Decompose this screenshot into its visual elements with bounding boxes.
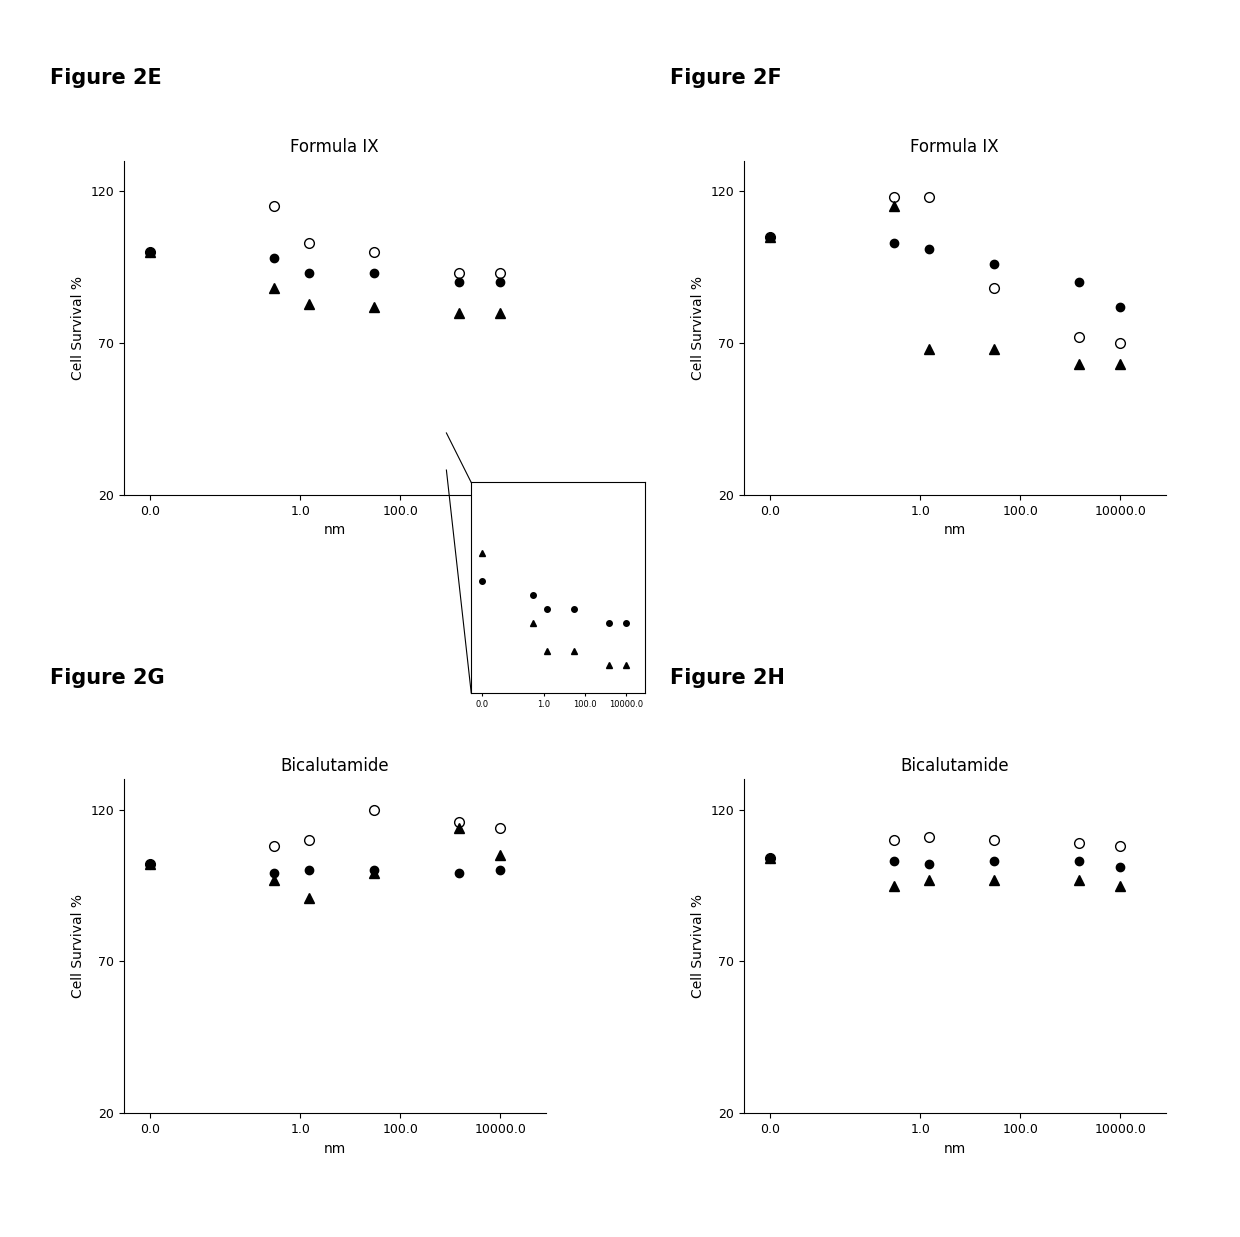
Text: Figure 2F: Figure 2F (670, 68, 781, 88)
Y-axis label: Cell Survival %: Cell Survival % (691, 276, 706, 380)
X-axis label: nm: nm (944, 523, 966, 537)
Y-axis label: Cell Survival %: Cell Survival % (71, 894, 86, 998)
Title: Bicalutamide: Bicalutamide (280, 757, 389, 774)
Text: Figure 2H: Figure 2H (670, 668, 785, 688)
X-axis label: nm: nm (324, 523, 346, 537)
Title: Formula IX: Formula IX (910, 139, 999, 156)
Y-axis label: Cell Survival %: Cell Survival % (71, 276, 86, 380)
Text: Figure 2G: Figure 2G (50, 668, 164, 688)
X-axis label: nm: nm (944, 1142, 966, 1155)
Title: Formula IX: Formula IX (290, 139, 379, 156)
Text: Figure 2E: Figure 2E (50, 68, 161, 88)
Y-axis label: Cell Survival %: Cell Survival % (691, 894, 706, 998)
Title: Bicalutamide: Bicalutamide (900, 757, 1009, 774)
X-axis label: nm: nm (324, 1142, 346, 1155)
